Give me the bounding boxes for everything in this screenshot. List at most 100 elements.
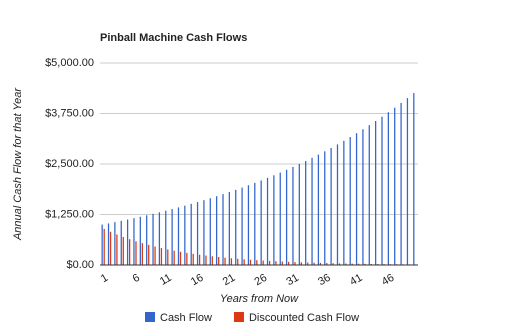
bar bbox=[101, 224, 103, 265]
bar bbox=[211, 256, 213, 265]
bar bbox=[107, 223, 110, 265]
y-tick-label: $1,250.00 bbox=[45, 208, 94, 220]
bar bbox=[266, 177, 269, 265]
bar bbox=[262, 260, 264, 265]
bar bbox=[305, 160, 307, 265]
bar bbox=[198, 254, 201, 265]
x-tick-label: 11 bbox=[158, 272, 174, 288]
bar bbox=[256, 260, 258, 265]
bar bbox=[364, 263, 366, 265]
bar bbox=[179, 251, 182, 265]
bar bbox=[279, 172, 281, 265]
bar bbox=[218, 257, 220, 265]
bar bbox=[319, 262, 322, 265]
bar bbox=[357, 263, 360, 265]
y-tick-label: $0.00 bbox=[66, 259, 94, 271]
bar bbox=[230, 258, 233, 265]
bar bbox=[116, 234, 118, 265]
bar bbox=[237, 258, 239, 265]
bar bbox=[171, 209, 173, 265]
bar bbox=[120, 220, 122, 265]
bar bbox=[288, 261, 290, 265]
legend-swatch bbox=[233, 312, 244, 322]
bar bbox=[294, 262, 296, 265]
bar bbox=[243, 259, 245, 265]
x-tick-label: 41 bbox=[348, 272, 365, 289]
bar bbox=[141, 243, 143, 265]
bar bbox=[133, 218, 135, 265]
bar bbox=[190, 203, 192, 265]
bar bbox=[375, 120, 377, 265]
x-tick-label: 26 bbox=[253, 272, 270, 289]
bar bbox=[135, 241, 137, 265]
bar bbox=[254, 182, 256, 265]
bar bbox=[273, 175, 275, 265]
bar bbox=[152, 213, 154, 265]
x-tick-label: 1 bbox=[99, 272, 110, 285]
bar bbox=[406, 98, 409, 265]
x-axis-title: Years from Now bbox=[220, 293, 299, 305]
bar bbox=[260, 180, 262, 265]
x-tick-label: 31 bbox=[284, 272, 301, 289]
bar bbox=[394, 107, 396, 265]
bar bbox=[275, 261, 277, 265]
bar bbox=[154, 246, 156, 265]
bar bbox=[311, 157, 313, 265]
bar bbox=[268, 260, 271, 265]
bar bbox=[186, 252, 188, 265]
bar bbox=[148, 244, 150, 265]
bar bbox=[103, 228, 105, 265]
bar bbox=[381, 116, 383, 266]
legend-swatch bbox=[145, 312, 155, 322]
chart-title: Pinball Machine Cash Flows bbox=[100, 32, 247, 44]
bar bbox=[300, 262, 302, 265]
bar bbox=[368, 125, 370, 265]
legend-label: Cash Flow bbox=[160, 312, 212, 324]
bar bbox=[109, 231, 112, 265]
bar bbox=[235, 189, 237, 265]
bar bbox=[362, 129, 364, 265]
bar bbox=[139, 216, 141, 265]
bar bbox=[247, 185, 250, 265]
bar bbox=[177, 207, 180, 265]
x-tick-label: 46 bbox=[380, 272, 397, 289]
bar bbox=[298, 164, 300, 265]
bar bbox=[129, 239, 131, 265]
bar bbox=[203, 200, 205, 265]
bar bbox=[313, 262, 315, 265]
bar bbox=[122, 236, 124, 265]
x-tick-label: 16 bbox=[189, 272, 206, 289]
bar bbox=[216, 196, 218, 265]
bar bbox=[160, 248, 163, 265]
y-axis-title: Annual Cash Flow for that Year bbox=[12, 87, 24, 241]
bar bbox=[192, 253, 194, 265]
bar bbox=[173, 250, 175, 265]
bar bbox=[222, 194, 224, 265]
bar bbox=[326, 263, 328, 265]
bar bbox=[355, 133, 358, 265]
bar bbox=[332, 263, 334, 265]
bar bbox=[224, 257, 226, 265]
x-tick-label: 36 bbox=[316, 272, 333, 289]
y-tick-label: $3,750.00 bbox=[45, 107, 94, 119]
bar bbox=[349, 137, 351, 265]
bar bbox=[330, 147, 332, 265]
bar bbox=[146, 215, 148, 265]
y-tick-label: $5,000.00 bbox=[45, 57, 94, 69]
bar bbox=[292, 166, 294, 265]
bar bbox=[241, 187, 243, 265]
bar bbox=[167, 249, 169, 265]
bar bbox=[387, 112, 389, 265]
x-tick-label: 21 bbox=[221, 272, 238, 289]
bar bbox=[285, 169, 288, 265]
bar bbox=[114, 222, 116, 265]
bar bbox=[126, 219, 129, 265]
bar bbox=[413, 93, 415, 265]
bar bbox=[196, 202, 199, 265]
bar bbox=[336, 144, 339, 265]
bar bbox=[165, 210, 167, 265]
bar bbox=[307, 262, 309, 265]
bar bbox=[228, 192, 230, 265]
bar bbox=[351, 263, 353, 265]
